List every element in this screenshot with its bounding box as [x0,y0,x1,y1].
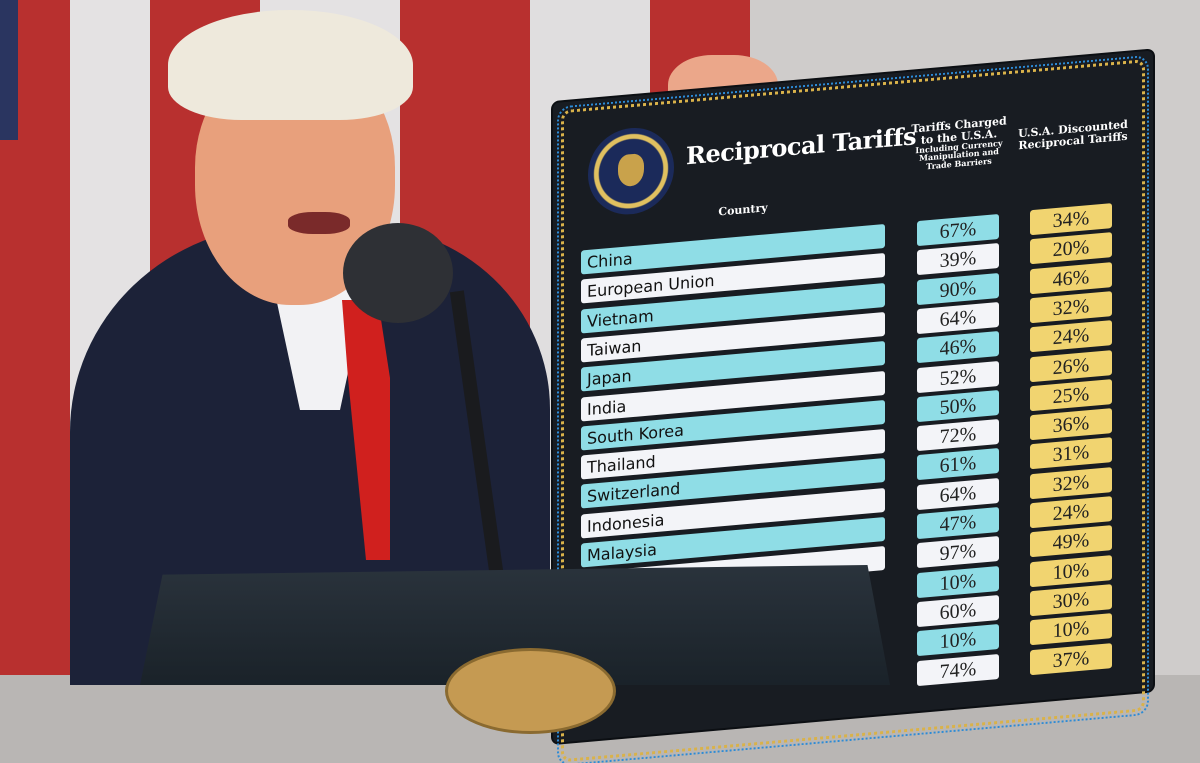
header-charged: Tariffs Charged to the U.S.A. Including … [911,114,1007,172]
hair [168,10,413,120]
microphone [343,223,453,323]
eagle-icon [618,153,644,188]
mouth [288,212,350,234]
podium-seal-icon [445,648,616,734]
flag-canton [0,0,18,140]
